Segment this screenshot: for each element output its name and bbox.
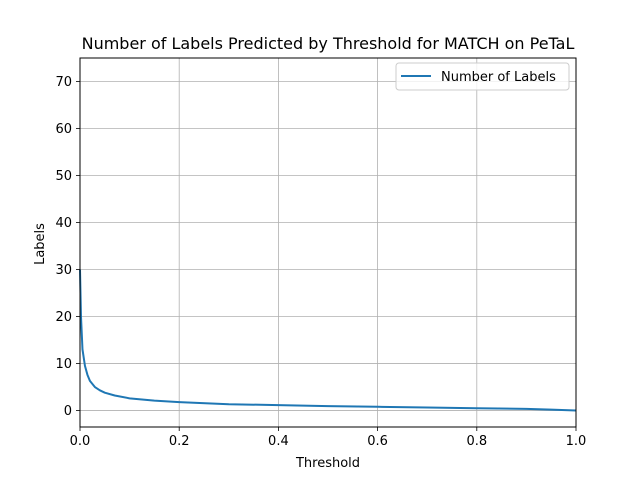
x-tick-label: 0.0 (70, 434, 91, 449)
y-axis-ticks: 0 10 20 30 40 50 60 70 (55, 75, 80, 419)
y-tick-label: 10 (55, 357, 72, 372)
x-axis-ticks: 0.0 0.2 0.4 0.6 0.8 1.0 (70, 427, 587, 449)
legend-entry-label: Number of Labels (441, 70, 556, 85)
y-tick-label: 20 (55, 310, 72, 325)
x-tick-label: 0.8 (466, 434, 487, 449)
x-tick-label: 0.2 (169, 434, 190, 449)
plot-frame (79, 57, 577, 428)
grid-lines (79, 58, 577, 427)
y-tick-label: 30 (55, 263, 72, 278)
series-group (79, 269, 577, 412)
chart-title: Number of Labels Predicted by Threshold … (82, 34, 575, 53)
legend-box (395, 62, 570, 91)
series-line-number-of-labels (79, 269, 577, 412)
y-tick-label: 60 (55, 122, 72, 137)
y-tick-label: 70 (55, 75, 72, 90)
y-tick-label: 50 (55, 169, 72, 184)
x-axis-label: Threshold (295, 456, 360, 471)
y-axis-label: Labels (33, 223, 48, 265)
y-tick-label: 0 (64, 404, 72, 419)
legend: Number of Labels (395, 62, 570, 91)
x-tick-label: 1.0 (566, 434, 587, 449)
x-tick-label: 0.4 (268, 434, 289, 449)
x-tick-label: 0.6 (367, 434, 388, 449)
y-tick-label: 40 (55, 216, 72, 231)
